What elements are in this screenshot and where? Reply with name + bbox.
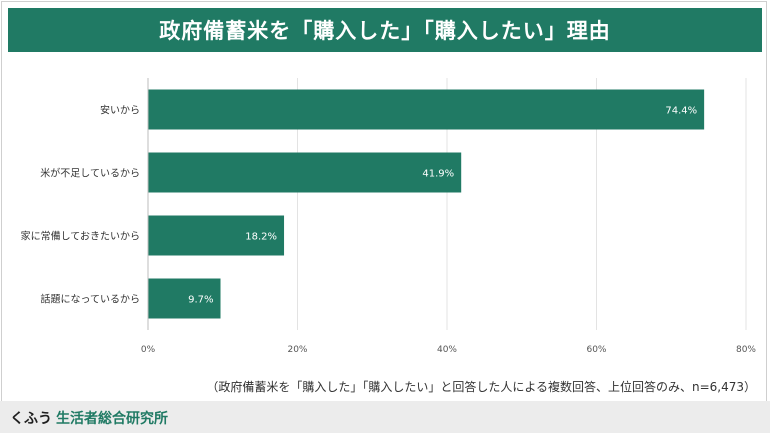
- chart-title: 政府備蓄米を「購入した」「購入したい」理由: [8, 8, 762, 52]
- x-tick-label: 40%: [437, 345, 457, 355]
- x-tick-label: 80%: [736, 345, 756, 355]
- value-label: 41.9%: [422, 169, 454, 180]
- chart-title-text: 政府備蓄米を「購入した」「購入したい」理由: [159, 19, 611, 43]
- x-tick-label: 60%: [586, 345, 606, 355]
- category-label: 話題になっているから: [41, 293, 141, 306]
- category-label: 米が不足しているから: [40, 167, 140, 180]
- brand-name-part2: 生活者総合研究所: [56, 411, 168, 427]
- brand-logo: くふう 生活者総合研究所: [10, 408, 168, 428]
- footer: くふう 生活者総合研究所: [0, 401, 770, 433]
- brand-name-part1: くふう: [10, 411, 52, 427]
- x-tick-label: 20%: [287, 345, 307, 355]
- chart-note: （政府備蓄米を「購入した」「購入したい」と回答した人による複数回答、上位回答のみ…: [206, 380, 756, 394]
- bar: [148, 89, 705, 130]
- bar: [148, 215, 285, 256]
- bar-chart: 0% 20% 40% 60% 80% 安いから 74.4% 米が不足しているから 41.9% 家に…: [21, 78, 756, 355]
- bar: [148, 152, 462, 193]
- category-label: 家に常備しておきたいから: [21, 230, 140, 243]
- bar: [148, 278, 221, 319]
- value-label: 18.2%: [245, 232, 277, 243]
- category-label: 安いから: [100, 104, 140, 117]
- x-tick-label: 0%: [141, 345, 156, 355]
- value-label: 74.4%: [665, 106, 697, 117]
- value-label: 9.7%: [188, 295, 213, 306]
